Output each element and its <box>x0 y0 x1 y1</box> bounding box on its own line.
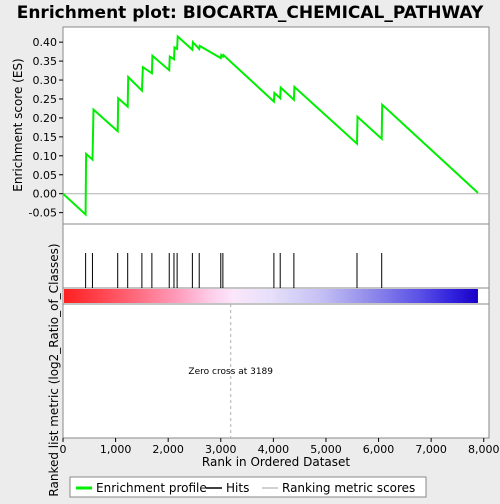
x-tick-label: 1,000 <box>100 443 132 456</box>
x-tick-label: 2,000 <box>152 443 184 456</box>
ranking-color-bar <box>64 289 478 303</box>
es-y-tick-label: -0.05 <box>29 207 57 220</box>
es-y-tick-label: 0.25 <box>33 93 58 106</box>
zero-cross-annotation: Zero cross at 3189 <box>188 367 273 377</box>
es-y-tick-label: 0.10 <box>33 150 58 163</box>
es-y-tick-label: 0.30 <box>33 74 58 87</box>
es-y-tick-label: 0.20 <box>33 112 58 125</box>
es-panel <box>63 27 489 224</box>
chart-title: Enrichment plot: BIOCARTA_CHEMICAL_PATHW… <box>17 3 484 23</box>
es-y-axis: -0.05 0.00 0.05 0.10 0.15 0.20 0.25 0.30 0.35 0.4… <box>29 36 63 219</box>
es-y-tick-label: 0.05 <box>33 169 58 182</box>
es-y-tick-label: 0.00 <box>33 188 58 201</box>
x-axis: 0 1,000 2,000 3,000 4,000 5,000 6,000 7,000 8,00… <box>60 438 500 456</box>
es-y-tick-label: 0.40 <box>33 36 58 49</box>
x-tick-label: 7,000 <box>415 443 447 456</box>
x-tick-label: 8,000 <box>468 443 500 456</box>
legend-hits-label: Hits <box>226 481 249 495</box>
x-tick-label: 6,000 <box>363 443 395 456</box>
metric-panel <box>63 304 489 438</box>
es-y-axis-label: Enrichment score (ES) <box>11 58 25 191</box>
legend: Enrichment profile Hits Ranking metric s… <box>70 477 426 497</box>
hits-panel <box>63 224 489 288</box>
metric-y-axis-label: Ranked list metric (log2_Ratio_of_Classe… <box>47 243 61 496</box>
es-y-tick-label: 0.35 <box>33 55 58 68</box>
legend-ranking-label: Ranking metric scores <box>282 481 415 495</box>
es-y-tick-label: 0.15 <box>33 131 58 144</box>
x-axis-label: Rank in Ordered Dataset <box>202 455 350 469</box>
legend-profile-label: Enrichment profile <box>96 481 207 495</box>
